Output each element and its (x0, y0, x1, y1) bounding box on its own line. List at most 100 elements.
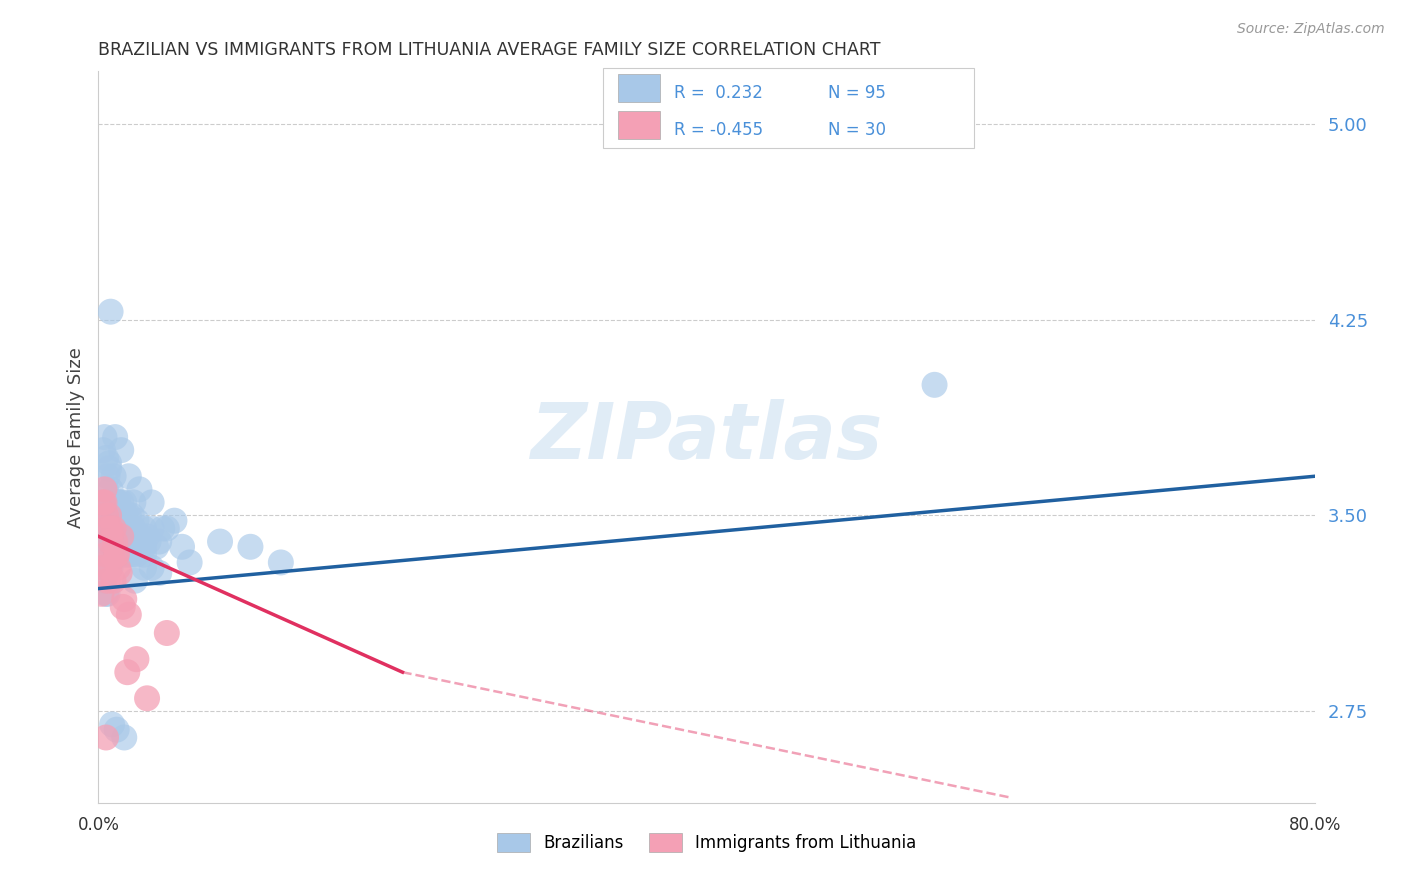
Point (111, 514, 134, 528)
Point (100, 534, 122, 549)
Point (103, 469, 125, 483)
Point (170, 540, 193, 554)
Point (114, 508, 136, 523)
Point (94, 483, 117, 497)
Point (94, 508, 117, 523)
Point (90, 521, 112, 535)
Point (98, 461, 121, 475)
Point (107, 534, 129, 549)
Point (924, 377, 946, 392)
Point (100, 521, 122, 535)
Point (121, 529, 143, 543)
Point (104, 430, 127, 444)
Point (98, 495, 121, 509)
Point (128, 483, 150, 497)
Point (105, 548, 128, 562)
Point (125, 652, 148, 666)
FancyBboxPatch shape (617, 111, 661, 138)
Point (105, 548, 128, 562)
Point (101, 495, 124, 509)
Point (96, 587, 118, 601)
Point (110, 529, 132, 543)
Point (141, 495, 163, 509)
Text: N = 30: N = 30 (828, 121, 886, 139)
Point (129, 529, 152, 543)
Point (118, 607, 141, 622)
Point (101, 717, 124, 731)
Point (107, 560, 129, 574)
Point (96, 574, 118, 588)
Point (104, 534, 127, 549)
Text: R = -0.455: R = -0.455 (673, 121, 763, 139)
Point (91, 560, 114, 574)
Point (132, 521, 155, 535)
Text: BRAZILIAN VS IMMIGRANTS FROM LITHUANIA AVERAGE FAMILY SIZE CORRELATION CHART: BRAZILIAN VS IMMIGRANTS FROM LITHUANIA A… (98, 41, 882, 59)
Point (96, 548, 118, 562)
Point (111, 599, 134, 614)
Point (118, 548, 141, 562)
Point (118, 469, 141, 483)
Point (108, 508, 131, 523)
Point (94, 560, 117, 574)
FancyBboxPatch shape (603, 68, 974, 148)
FancyBboxPatch shape (617, 74, 661, 102)
Point (112, 592, 135, 607)
Point (138, 534, 160, 549)
Y-axis label: Average Family Size: Average Family Size (66, 347, 84, 527)
Point (107, 495, 129, 509)
Point (105, 723, 128, 737)
Point (136, 691, 159, 706)
Point (103, 508, 125, 523)
Point (148, 566, 170, 580)
Point (96, 469, 118, 483)
Point (94, 548, 117, 562)
Point (107, 495, 129, 509)
Text: N = 95: N = 95 (828, 85, 886, 103)
Point (125, 540, 148, 554)
Point (121, 548, 143, 562)
Point (101, 534, 124, 549)
Point (110, 495, 132, 509)
Point (156, 521, 179, 535)
Point (103, 574, 125, 588)
Point (156, 626, 179, 640)
Point (112, 495, 135, 509)
Point (111, 548, 134, 562)
Point (163, 514, 186, 528)
Point (93, 483, 115, 497)
Point (94, 587, 117, 601)
Point (94, 450, 117, 465)
Point (118, 508, 141, 523)
Point (93, 574, 115, 588)
Point (111, 508, 134, 523)
Point (94, 731, 117, 745)
Point (108, 548, 131, 562)
Point (93, 495, 115, 509)
Point (91, 443, 114, 458)
Point (105, 548, 128, 562)
Point (93, 495, 115, 509)
Point (132, 560, 155, 574)
Point (127, 529, 149, 543)
Point (103, 548, 125, 562)
Point (124, 534, 146, 549)
Point (105, 508, 128, 523)
Point (141, 560, 163, 574)
Point (124, 574, 146, 588)
Point (101, 548, 124, 562)
Point (125, 514, 148, 528)
Point (100, 521, 122, 535)
Point (132, 548, 155, 562)
Point (209, 534, 232, 549)
Point (122, 495, 145, 509)
Point (270, 556, 292, 570)
Point (103, 508, 125, 523)
Point (128, 540, 150, 554)
Point (103, 521, 125, 535)
Point (94, 521, 117, 535)
Point (141, 521, 163, 535)
Point (145, 540, 167, 554)
Point (90, 587, 112, 601)
Point (122, 521, 145, 535)
Point (121, 508, 143, 523)
